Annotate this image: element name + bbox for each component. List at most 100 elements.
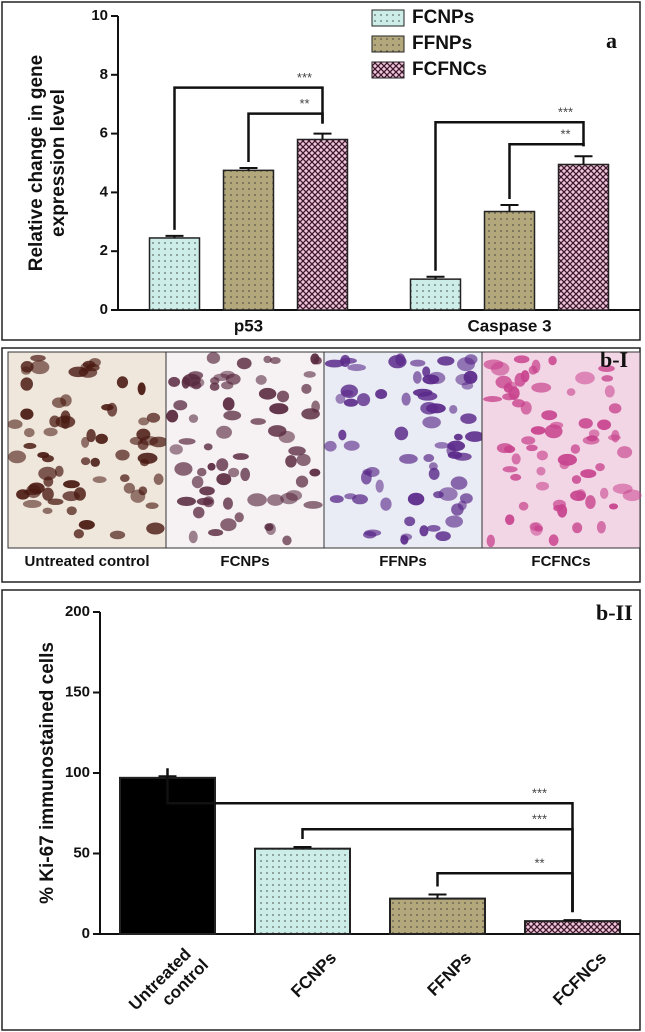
image-caption: Untreated control — [24, 553, 149, 570]
cell — [585, 495, 596, 509]
cell — [247, 493, 267, 507]
legend-swatch — [371, 35, 405, 53]
cell — [401, 392, 411, 406]
x-tick-label: FCFNCs — [550, 949, 611, 1010]
cell — [123, 482, 136, 494]
cell — [199, 486, 215, 496]
cell — [400, 533, 413, 541]
cell — [407, 492, 425, 506]
bar — [222, 169, 275, 311]
cell — [608, 503, 619, 510]
cell — [7, 419, 23, 429]
cell — [47, 498, 64, 506]
cell — [604, 385, 615, 398]
cell — [280, 492, 298, 505]
cell — [419, 525, 429, 537]
cell — [357, 393, 371, 407]
cell — [267, 494, 284, 506]
legend-swatch — [371, 61, 405, 79]
cell — [570, 490, 586, 501]
legend-label: FFNPs — [412, 33, 472, 54]
significance-label: ** — [299, 96, 309, 111]
error-bar — [563, 919, 582, 922]
cell — [433, 491, 444, 499]
significance-bracket — [247, 112, 324, 162]
cell — [139, 436, 159, 446]
cell — [206, 352, 221, 364]
cell — [449, 405, 458, 414]
cell — [375, 479, 384, 493]
cell — [116, 376, 129, 389]
cell — [210, 377, 220, 385]
cell — [423, 454, 435, 463]
error-bar — [426, 275, 445, 280]
cell — [502, 466, 518, 473]
cell — [276, 390, 290, 403]
y-tick-label: 50 — [73, 844, 90, 861]
y-tick-label: 4 — [100, 183, 109, 200]
cell — [617, 446, 633, 459]
cell — [269, 356, 281, 364]
cell — [324, 359, 345, 368]
cell — [410, 359, 426, 367]
cell — [566, 388, 576, 396]
cell — [20, 408, 34, 420]
cell — [68, 366, 89, 378]
cell — [395, 353, 406, 367]
cell — [208, 529, 224, 537]
cell — [570, 444, 581, 454]
cell — [510, 473, 522, 481]
cell — [536, 466, 546, 476]
cell — [450, 476, 468, 490]
image-caption: FFNPs — [379, 553, 427, 570]
cell — [42, 507, 53, 514]
cell — [426, 524, 441, 532]
cell — [531, 382, 552, 393]
cell — [73, 529, 84, 539]
significance-bracket — [436, 871, 574, 913]
cell — [109, 530, 126, 540]
cell — [495, 375, 512, 389]
cell — [347, 364, 366, 372]
cell — [530, 426, 546, 435]
cell — [186, 376, 205, 389]
cell — [20, 366, 32, 375]
error-bar — [313, 132, 332, 140]
cell — [463, 370, 478, 384]
cell — [101, 403, 114, 411]
cell — [464, 354, 478, 365]
y-tick-label: 100 — [65, 764, 90, 781]
cell — [310, 353, 320, 365]
cell — [236, 357, 252, 370]
cell — [511, 453, 521, 465]
legend-label: FCNPs — [412, 7, 474, 28]
cell — [20, 377, 33, 391]
cell — [526, 444, 538, 452]
cell — [541, 410, 558, 421]
cell — [192, 506, 205, 519]
cell — [203, 443, 213, 451]
significance-bracket — [301, 827, 574, 913]
x-tick-label: p53 — [234, 316, 263, 335]
cell — [63, 480, 80, 489]
cell — [301, 383, 312, 394]
cell — [42, 487, 54, 501]
cell — [417, 391, 438, 401]
y-tick-label: 150 — [65, 683, 90, 700]
cell — [575, 371, 595, 385]
cell — [62, 491, 80, 502]
cell — [22, 499, 42, 509]
cell — [174, 462, 193, 476]
y-axis-label: expression level — [48, 89, 69, 237]
cell — [234, 512, 244, 523]
legend-label: FCFNCs — [412, 59, 487, 80]
cell — [168, 376, 181, 387]
cell — [531, 359, 541, 374]
bar — [254, 847, 351, 935]
y-tick-label: 0 — [100, 301, 108, 318]
cell — [95, 433, 108, 445]
cell — [428, 462, 438, 471]
cell — [548, 355, 557, 366]
cell — [608, 403, 622, 414]
